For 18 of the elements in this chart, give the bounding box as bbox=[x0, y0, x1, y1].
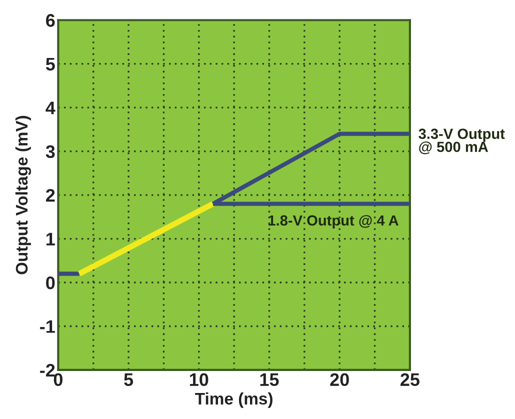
x-tick-label: 15 bbox=[260, 373, 279, 386]
y-tick-label: 5 bbox=[46, 58, 55, 71]
y-tick-label: 3 bbox=[46, 145, 55, 158]
series-label: 3.3-V Output @ 500 mA bbox=[418, 128, 505, 154]
x-axis-title: Time (ms) bbox=[195, 392, 272, 408]
y-tick-label: 4 bbox=[46, 102, 56, 114]
y-tick-label: -1 bbox=[40, 320, 55, 333]
x-tick-label: 5 bbox=[124, 373, 134, 386]
y-tick-label: 1 bbox=[46, 232, 55, 246]
y-tick-label: -2 bbox=[40, 364, 55, 377]
series-label: 1.8-V Output @ 4 A bbox=[268, 215, 398, 228]
y-tick-label: 0 bbox=[46, 276, 55, 290]
x-tick-label: 25 bbox=[400, 373, 420, 386]
y-tick-label: 2 bbox=[46, 188, 55, 202]
y-tick-label: 6 bbox=[46, 14, 55, 27]
x-tick-label: 20 bbox=[330, 373, 349, 386]
y-axis-title: Output Voltage (mV) bbox=[15, 116, 32, 274]
x-tick-label: 10 bbox=[190, 373, 208, 386]
